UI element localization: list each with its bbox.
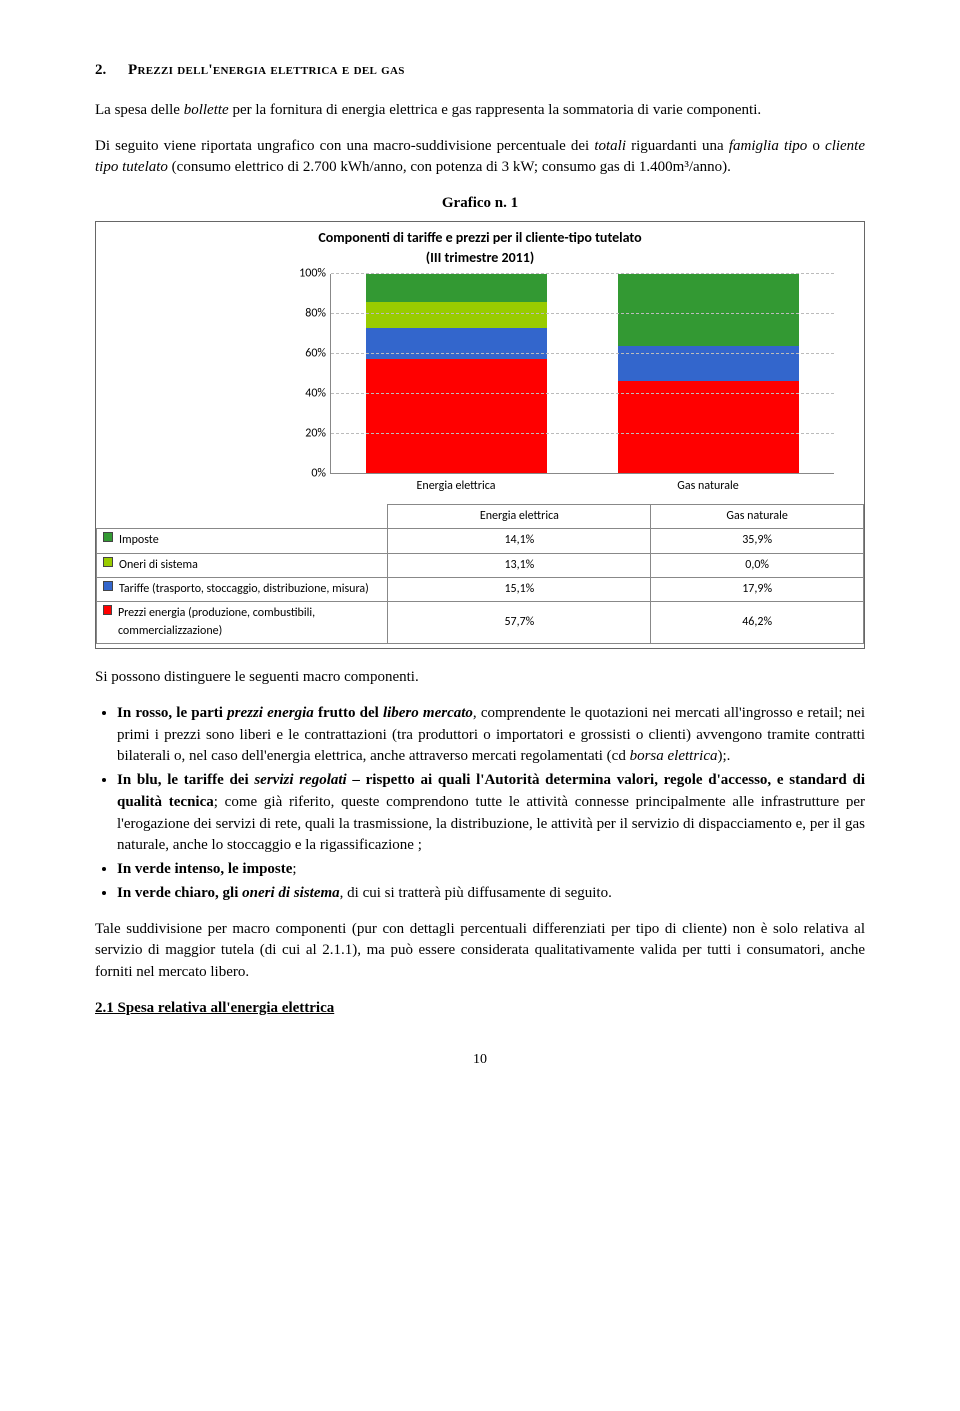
chart-label: Grafico n. 1 xyxy=(95,193,865,215)
legend-swatch xyxy=(103,557,113,567)
chart-bar xyxy=(618,274,799,473)
chart-y-tick: 100% xyxy=(299,266,326,283)
chart-bar-col xyxy=(331,274,583,473)
legend-swatch xyxy=(103,532,113,542)
legend-label: Prezzi energia (produzione, combustibili… xyxy=(118,605,382,640)
chart-bar xyxy=(366,274,547,473)
list-item: In blu, le tariffe dei servizi regolati … xyxy=(117,770,865,857)
chart-bar-segment xyxy=(366,359,547,474)
list-item: In rosso, le parti prezzi energia frutto… xyxy=(117,703,865,768)
chart-grid-line xyxy=(331,273,834,274)
section-number: 2. xyxy=(95,62,106,78)
list-item: In verde chiaro, gli oneri di sistema, d… xyxy=(117,883,865,905)
table-cell: 17,9% xyxy=(651,577,864,601)
legend-label: Imposte xyxy=(119,532,159,549)
chart-bar-segment xyxy=(366,274,547,302)
table-cell: 35,9% xyxy=(651,529,864,553)
chart-data-table: Energia elettricaGas naturale Imposte 14,1… xyxy=(96,504,864,644)
sub-section-heading: 2.1 Spesa relativa all'energia elettrica xyxy=(95,998,865,1020)
chart-grid-line xyxy=(331,393,834,394)
chart-y-tick: 60% xyxy=(305,346,326,363)
chart-x-labels: Energia elettrica Gas naturale xyxy=(330,478,834,495)
list-item: In verde intenso, le imposte; xyxy=(117,859,865,881)
chart-bar-col xyxy=(583,274,835,473)
section-heading: 2. Prezzi dell'energia elettrica e del g… xyxy=(95,60,865,82)
table-row: Imposte 14,1%35,9% xyxy=(97,529,864,553)
table-row: Oneri di sistema 13,1%0,0% xyxy=(97,553,864,577)
chart-x-label: Energia elettrica xyxy=(330,478,582,495)
chart-grid-line xyxy=(331,353,834,354)
chart-y-axis: 100%80%60%40%20%0% xyxy=(286,274,330,474)
paragraph-3: Si possono distinguere le seguenti macro… xyxy=(95,667,865,689)
table-cell: 15,1% xyxy=(388,577,651,601)
paragraph-4: Tale suddivisione per macro componenti (… xyxy=(95,919,865,984)
chart-container: Componenti di tariffe e prezzi per il cl… xyxy=(95,221,865,649)
chart-y-tick: 20% xyxy=(305,426,326,443)
table-row: Tariffe (trasporto, stoccaggio, distribu… xyxy=(97,577,864,601)
table-header-cell: Energia elettrica xyxy=(388,504,651,528)
chart-grid-line xyxy=(331,433,834,434)
chart-y-tick: 80% xyxy=(305,306,326,323)
table-header-cell: Gas naturale xyxy=(651,504,864,528)
chart-bar-segment xyxy=(366,328,547,358)
paragraph-1: La spesa delle bollette per la fornitura… xyxy=(95,100,865,122)
table-cell: 14,1% xyxy=(388,529,651,553)
section-title: Prezzi dell'energia elettrica e del gas xyxy=(128,62,405,78)
page-number: 10 xyxy=(95,1050,865,1070)
chart-grid-line xyxy=(331,313,834,314)
table-cell: 46,2% xyxy=(651,602,864,644)
chart-bar-segment xyxy=(618,346,799,382)
bullet-list: In rosso, le parti prezzi energia frutto… xyxy=(117,703,865,905)
legend-label: Tariffe (trasporto, stoccaggio, distribu… xyxy=(119,581,369,598)
chart-bar-segment xyxy=(618,381,799,473)
chart-x-label: Gas naturale xyxy=(582,478,834,495)
legend-swatch xyxy=(103,605,112,615)
paragraph-2: Di seguito viene riportata ungrafico con… xyxy=(95,136,865,180)
table-cell: 0,0% xyxy=(651,553,864,577)
chart-bar-segment xyxy=(618,274,799,345)
chart-plot-area: 100%80%60%40%20%0% xyxy=(286,274,834,474)
chart-plot xyxy=(330,274,834,474)
legend-swatch xyxy=(103,581,113,591)
chart-bar-segment xyxy=(366,302,547,328)
table-cell: 57,7% xyxy=(388,602,651,644)
chart-title: Componenti di tariffe e prezzi per il cl… xyxy=(96,228,864,269)
chart-y-tick: 40% xyxy=(305,386,326,403)
legend-label: Oneri di sistema xyxy=(119,557,198,574)
table-row: Prezzi energia (produzione, combustibili… xyxy=(97,602,864,644)
chart-y-tick: 0% xyxy=(311,466,326,483)
table-cell: 13,1% xyxy=(388,553,651,577)
